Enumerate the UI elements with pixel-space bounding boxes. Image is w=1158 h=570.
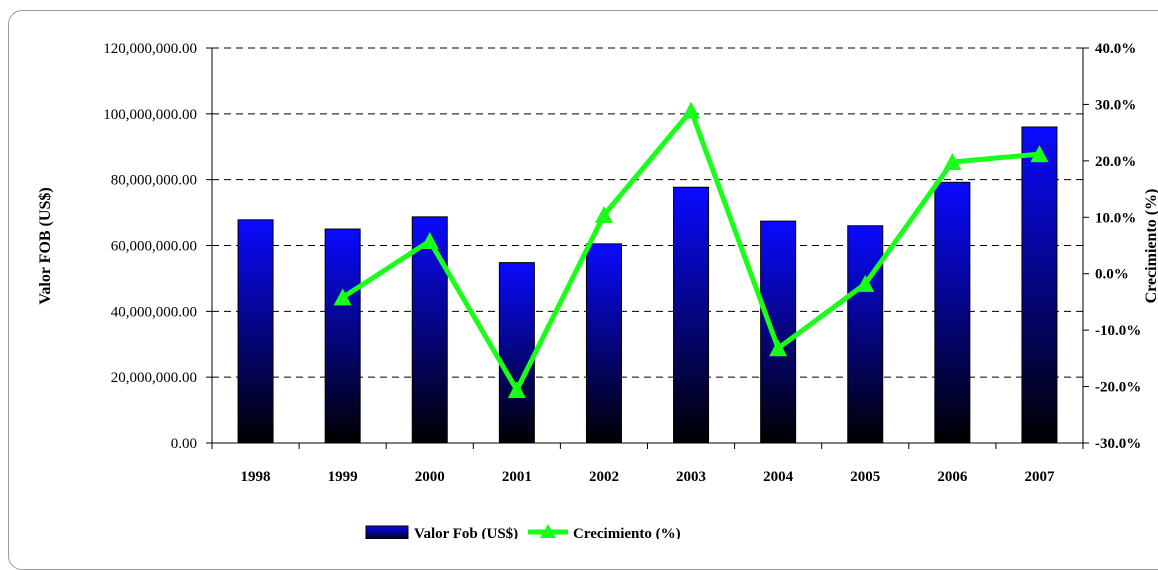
y2-axis-title: Crecimiento (%) [1143, 189, 1158, 304]
y2-tick-label: -20.0% [1095, 380, 1141, 396]
line-series [333, 101, 1049, 398]
y-tick-label: 0.00 [171, 436, 197, 452]
bar-1999 [324, 228, 361, 444]
y-axis-title: Valor FOB (US$) [37, 187, 54, 304]
y-tick-label: 60,000,000.00 [111, 239, 197, 255]
bar-2007 [1021, 126, 1058, 444]
x-tick-label: 2001 [502, 469, 532, 485]
growth-point-marker [507, 380, 526, 398]
growth-point-marker [420, 231, 439, 249]
x-tick-label: 2002 [589, 469, 619, 485]
growth-point-marker [682, 101, 701, 119]
y-tick-label: 80,000,000.00 [111, 173, 197, 189]
bar-2002 [585, 243, 622, 444]
axes [206, 47, 1089, 449]
y2-tick-label: 10.0% [1095, 210, 1136, 226]
x-tick-label: 2003 [676, 469, 706, 485]
legend-label-line: Crecimiento (%) [573, 526, 681, 539]
legend-label-bar: Valor Fob (US$) [414, 526, 518, 539]
legend-marker-line [540, 524, 556, 538]
growth-point-marker [856, 274, 875, 292]
y2-tick-label: -30.0% [1095, 436, 1141, 452]
y2-tick-label: 30.0% [1095, 97, 1136, 113]
bar-2006 [934, 181, 971, 444]
legend-swatch-bar [365, 525, 409, 539]
x-tick-label: 2000 [415, 469, 445, 485]
legend: Valor Fob (US$) Crecimiento (%) [365, 524, 681, 539]
chart: 0.00 20,000,000.00 40,000,000.00 60,000,000… [37, 41, 1158, 539]
y2-tick-label: -10.0% [1095, 323, 1141, 339]
y-tick-label: 40,000,000.00 [111, 304, 197, 320]
y2-tick-label: 40.0% [1095, 41, 1136, 57]
x-tick-label: 2005 [850, 469, 880, 485]
growth-point-marker [594, 206, 613, 224]
x-tick-label: 2006 [937, 469, 968, 485]
growth-point-marker [333, 288, 352, 306]
bar-2005 [847, 225, 884, 444]
tick-labels: 0.00 20,000,000.00 40,000,000.00 60,000,000… [103, 41, 1141, 485]
bar-1998 [237, 219, 274, 444]
bar-2001 [498, 262, 535, 444]
growth-point-marker [1030, 145, 1049, 163]
growth-point-marker [943, 152, 962, 170]
y-tick-label: 20,000,000.00 [111, 370, 197, 386]
x-tick-label: 1999 [328, 469, 358, 485]
bar-2003 [673, 186, 710, 444]
bar-2004 [760, 220, 797, 444]
growth-point-marker [769, 339, 788, 357]
y2-tick-label: 0.0% [1095, 267, 1129, 283]
y-tick-label: 100,000,000.00 [103, 107, 197, 123]
y2-tick-label: 20.0% [1095, 154, 1136, 170]
x-tick-label: 2007 [1024, 469, 1055, 485]
x-tick-label: 1998 [241, 469, 271, 485]
x-tick-label: 2004 [763, 469, 794, 485]
y-tick-label: 120,000,000.00 [103, 41, 197, 57]
